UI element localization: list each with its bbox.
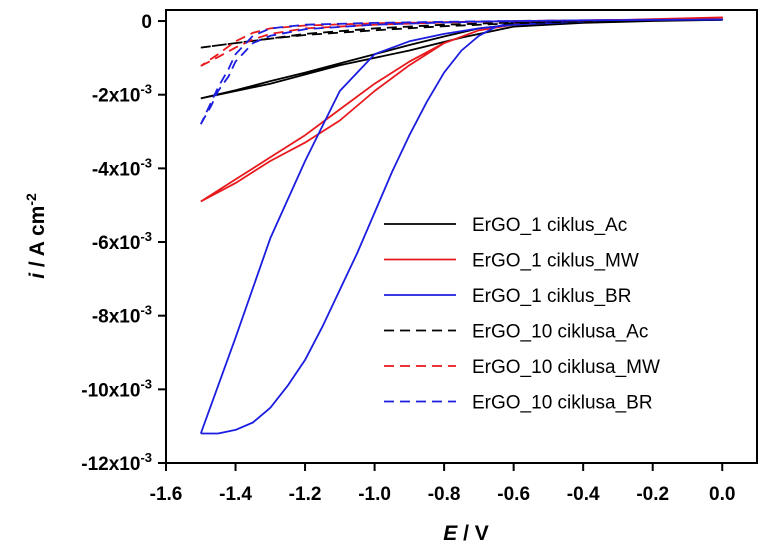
x-tick-label: -1.4	[219, 484, 252, 505]
legend-label: ErGO_10 ciklusa_Ac	[472, 322, 648, 343]
y-tick-label-base: -12x10	[81, 454, 140, 475]
legend-label: ErGO_1 ciklus_BR	[472, 286, 631, 307]
y-tick-label-base: -10x10	[81, 380, 140, 401]
y-tick-label: -12x10-3	[81, 450, 152, 475]
plot-area	[165, 9, 758, 464]
y-tick-label-base: -4x10	[92, 159, 141, 180]
y-tick-label-base: 0	[141, 12, 152, 33]
y-axis-unit-exponent: -2	[23, 193, 39, 206]
y-tick-label: -8x10-3	[92, 303, 152, 328]
x-tick-label: -1.0	[358, 484, 391, 505]
x-tick-label: -0.4	[567, 484, 600, 505]
y-axis-unit: / A cm	[26, 206, 49, 273]
y-tick-label-base: -8x10	[92, 307, 141, 328]
y-tick-label-base: -2x10	[92, 86, 141, 107]
x-tick-label: -0.2	[636, 484, 669, 505]
series-line-6	[199, 18, 724, 125]
legend: ErGO_1 ciklus_Ac ErGO_1 ciklus_MW ErGO_1 c…	[384, 215, 660, 414]
legend-label: ErGO_1 ciklus_Ac	[472, 215, 627, 236]
series-layer	[199, 16, 724, 435]
y-tick-label-exponent: -3	[140, 155, 152, 170]
x-axis-variable: E	[443, 522, 458, 545]
x-tick-label: -1.6	[150, 484, 183, 505]
legend-label: ErGO_1 ciklus_MW	[472, 251, 639, 272]
x-axis-ticks: -1.6 -1.4 -1.2 -1.0 -0.8 -0.6 -0.4 -0.2 0.0	[150, 463, 735, 505]
x-tick-label: -0.8	[428, 484, 461, 505]
y-tick-label-exponent: -3	[140, 82, 152, 97]
y-tick-label: -2x10-3	[92, 82, 152, 107]
series-line-2	[200, 16, 724, 203]
y-tick-label: -6x10-3	[92, 229, 152, 254]
y-tick-label-exponent: -3	[140, 450, 152, 465]
y-tick-label: -10x10-3	[81, 376, 152, 401]
y-tick-label: 0	[141, 12, 152, 33]
y-tick-label: -4x10-3	[92, 155, 152, 180]
y-tick-label-exponent: -3	[140, 303, 152, 318]
y-axis-ticks: 0-2x10-3-4x10-3-6x10-3-8x10-3-10x10-3-12…	[81, 12, 166, 475]
y-tick-label-base: -6x10	[92, 233, 141, 254]
series-line-4	[200, 18, 724, 49]
y-tick-label-exponent: -3	[140, 229, 152, 244]
legend-label: ErGO_10 ciklusa_MW	[472, 357, 660, 378]
y-axis-title: i / A cm-2	[23, 193, 49, 279]
x-axis-title: E / V	[443, 522, 489, 545]
plot-frame	[165, 9, 758, 464]
x-tick-label: 0.0	[709, 484, 735, 505]
x-tick-label: -0.6	[497, 484, 530, 505]
y-axis-variable: i	[26, 272, 49, 279]
legend-label: ErGO_10 ciklusa_BR	[472, 393, 653, 414]
x-axis-unit: / V	[457, 522, 489, 545]
series-line-3	[199, 18, 724, 435]
x-tick-label: -1.2	[289, 484, 322, 505]
y-tick-label-exponent: -3	[140, 376, 152, 391]
